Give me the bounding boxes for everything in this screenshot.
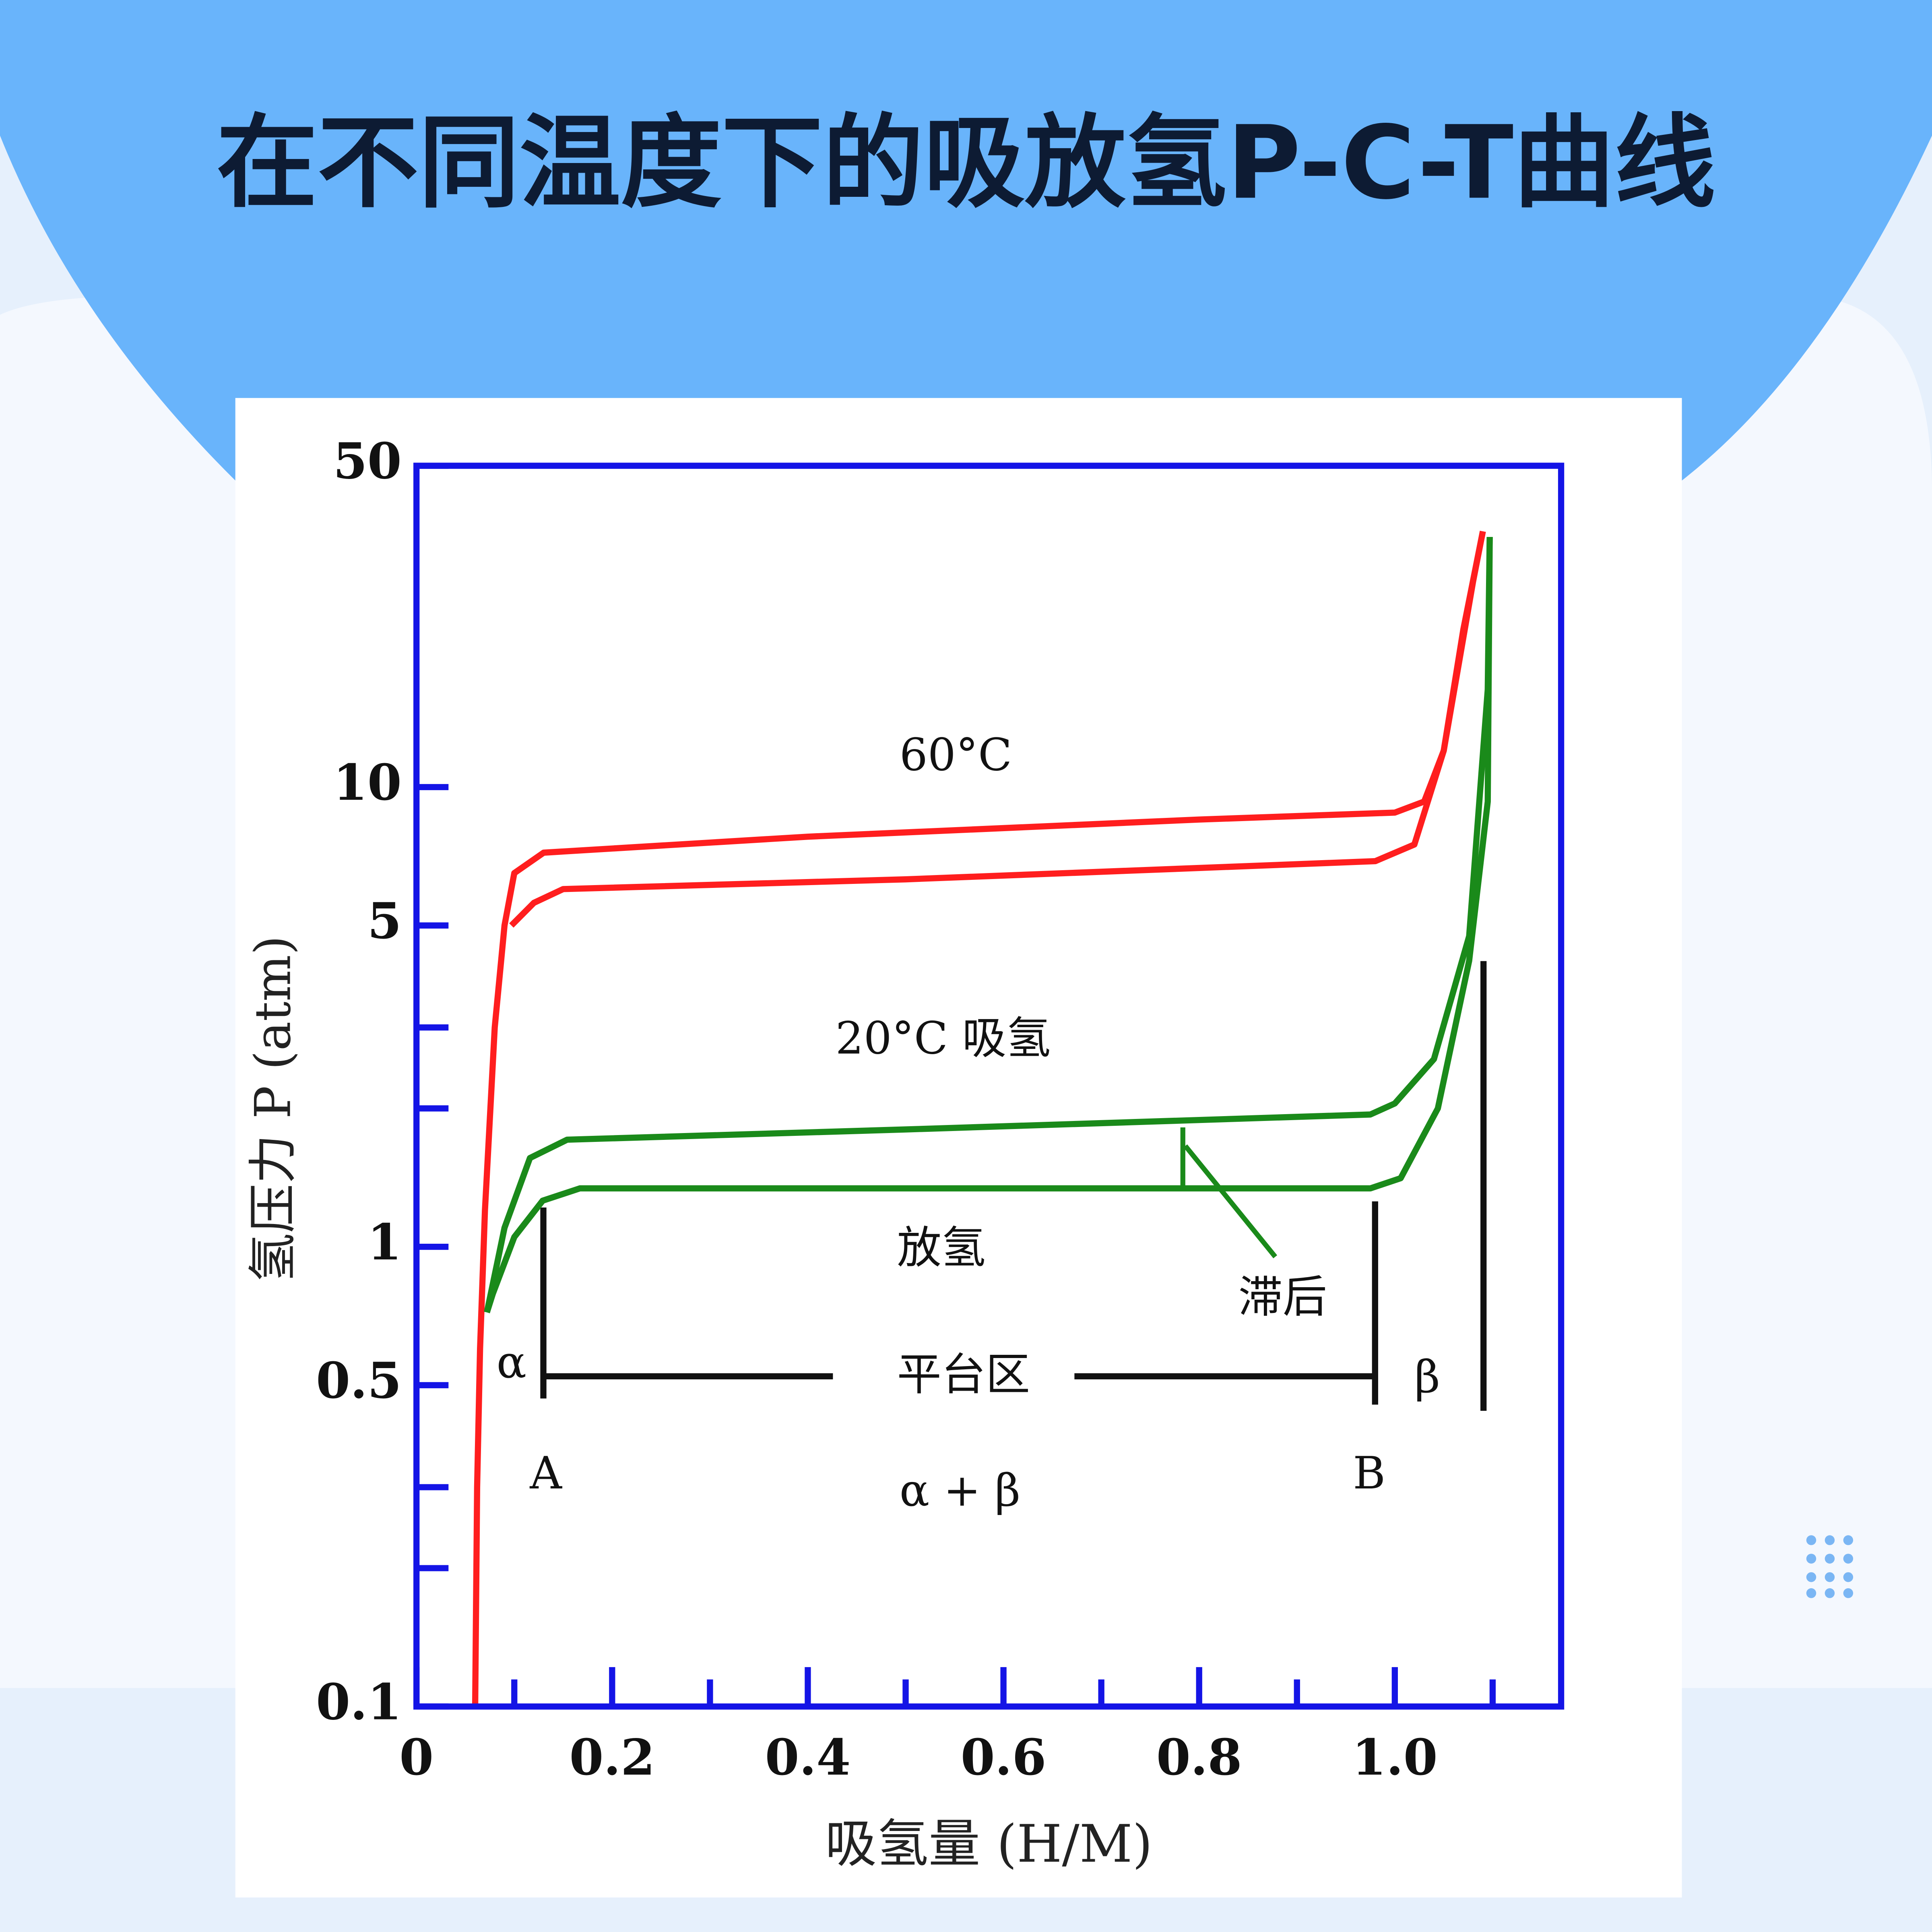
annotation: B (1353, 1447, 1385, 1499)
curve (509, 530, 1486, 928)
x-tick-label: 0.8 (1156, 1728, 1242, 1786)
annotation: A (529, 1447, 562, 1499)
header-band (0, 0, 1932, 481)
annotation: 放氢 (897, 1222, 986, 1274)
y-tick-label: 5 (367, 892, 402, 950)
x-tick-label: 0.2 (569, 1728, 655, 1786)
annotation: α + β (900, 1465, 1021, 1516)
y-axis-label: 氢压力 P (atm) (244, 935, 301, 1282)
plot-frame (413, 462, 1565, 1710)
x-tick-label: 0.4 (765, 1728, 850, 1786)
annotation: 平台区 (897, 1349, 1030, 1400)
x-tick-label: 0 (399, 1728, 433, 1786)
annotation: α (497, 1336, 526, 1388)
x-tick-label: 1.0 (1352, 1728, 1438, 1786)
annotation: 滞后 (1238, 1271, 1327, 1323)
y-tick-label: 1 (367, 1213, 402, 1271)
dots (1806, 1535, 1854, 1598)
annotation: 20°C 吸氢 (836, 1012, 1051, 1064)
annotation: β (1414, 1351, 1440, 1403)
y-tick-label: 50 (333, 432, 402, 490)
hysteresis-pointer (1180, 1127, 1278, 1259)
curve (484, 537, 1493, 1313)
curve (484, 537, 1493, 1313)
annotation: 60°C (900, 729, 1012, 780)
y-tick-label: 0.1 (316, 1673, 402, 1731)
region-lines (540, 961, 1487, 1411)
title: 在不同温度下的吸放氢P-C-T曲线 (217, 104, 1715, 222)
x-axis-label: 吸氢量 (H/M) (825, 1814, 1153, 1874)
y-tick-label: 10 (333, 753, 402, 811)
annotations: 60°C 20°C 吸氢 放氢 滞后 平台区 α β A B α + β (497, 729, 1440, 1516)
y-tick-label: 0.5 (316, 1352, 402, 1410)
x-tick-label: 0.6 (961, 1728, 1046, 1786)
